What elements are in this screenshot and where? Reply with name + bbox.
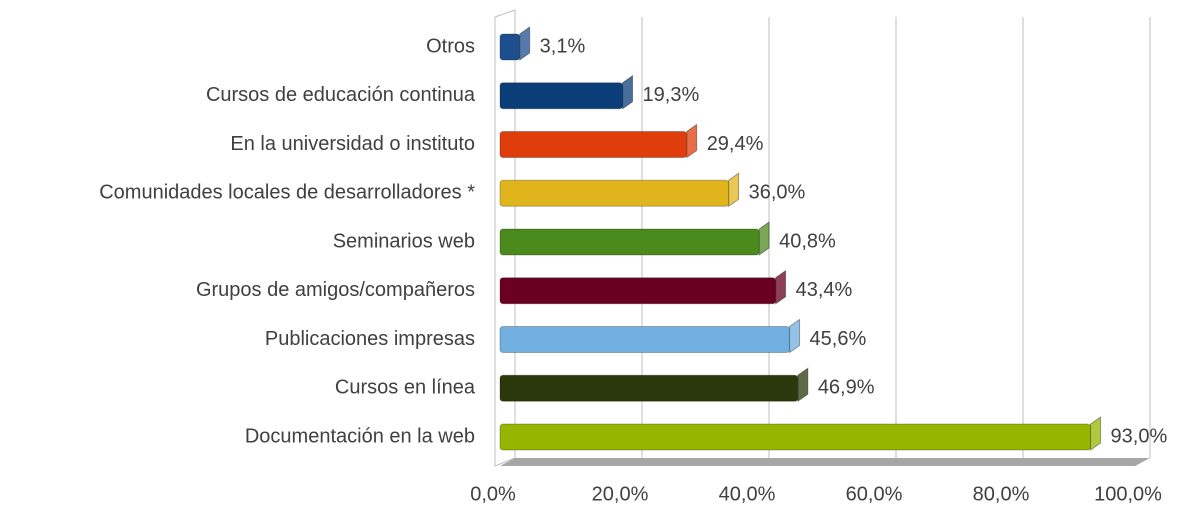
- bar-side: [519, 26, 531, 61]
- y-tick-label: Otros: [426, 35, 475, 57]
- y-tick-label: Cursos de educación continua: [206, 84, 476, 106]
- bar-side: [686, 123, 698, 159]
- bar-side: [758, 221, 770, 256]
- y-tick-label: Comunidades locales de desarrolladores *: [99, 182, 475, 204]
- y-tick-label: Grupos de amigos/compañeros: [196, 279, 475, 301]
- x-tick-label: 60,0%: [846, 483, 903, 505]
- bar: [499, 228, 760, 256]
- bar: [499, 179, 730, 207]
- bar: [499, 374, 799, 402]
- value-label: 46,9%: [818, 377, 875, 399]
- x-tick-label: 100,0%: [1094, 483, 1162, 505]
- y-tick-label: Cursos en línea: [335, 377, 476, 399]
- x-tick-label: 20,0%: [592, 483, 649, 505]
- bar: [499, 33, 521, 61]
- bar: [499, 326, 791, 353]
- value-label: 43,4%: [796, 279, 853, 301]
- x-tick-label: 80,0%: [973, 483, 1030, 505]
- value-label: 29,4%: [707, 133, 764, 155]
- y-tick-label: En la universidad o instituto: [230, 133, 475, 155]
- value-label: 36,0%: [749, 182, 806, 204]
- bar: [499, 423, 1092, 451]
- value-label: 40,8%: [779, 230, 836, 252]
- bar: [499, 277, 777, 305]
- bar-side: [728, 172, 740, 208]
- value-label: 3,1%: [540, 35, 586, 57]
- x-tick-label: 0,0%: [470, 483, 516, 505]
- value-label: 19,3%: [643, 84, 700, 106]
- y-tick-label: Publicaciones impresas: [265, 328, 475, 350]
- bar-side: [775, 269, 787, 305]
- y-tick-label: Documentación en la web: [245, 425, 475, 447]
- floor: [500, 458, 1150, 466]
- bar-side: [1090, 416, 1102, 451]
- y-tick-label: Seminarios web: [333, 230, 475, 252]
- bar-side: [622, 74, 634, 110]
- value-label: 45,6%: [810, 328, 867, 350]
- bar: [499, 82, 624, 110]
- bar-side: [797, 367, 809, 403]
- bar: [499, 131, 688, 158]
- value-label: 93,0%: [1111, 425, 1168, 447]
- x-tick-label: 40,0%: [719, 483, 776, 505]
- bar-side: [789, 318, 801, 354]
